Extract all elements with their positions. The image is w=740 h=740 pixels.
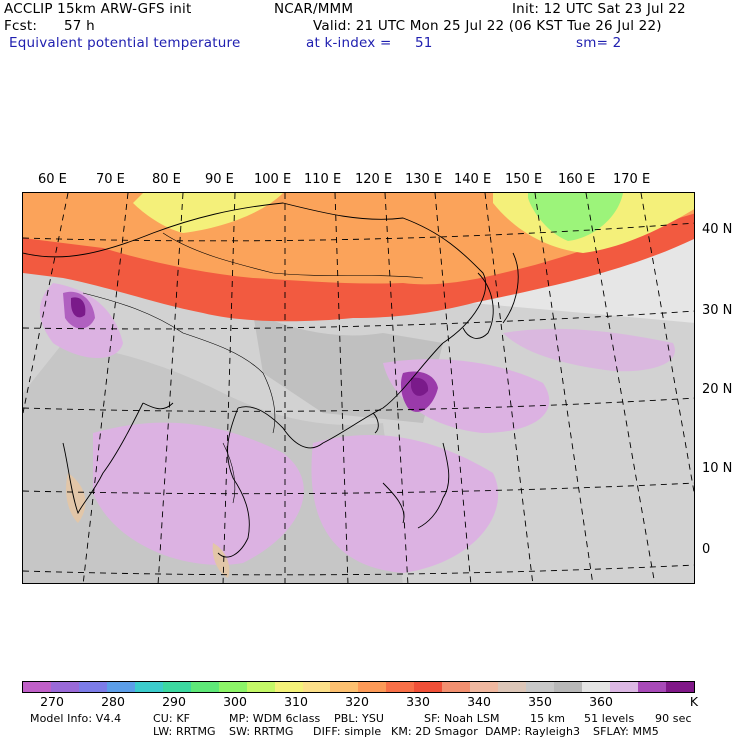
colorbar-swatch xyxy=(470,682,499,692)
colorbar-swatch xyxy=(23,682,51,692)
eddy-coefficient: KM: 2D Smagor xyxy=(391,725,478,738)
lat-label: 0 xyxy=(702,542,711,557)
colorbar-swatch xyxy=(582,682,611,692)
colorbar-swatch xyxy=(246,682,275,692)
warm-patch-green xyxy=(528,193,623,241)
colorbar-swatch xyxy=(274,682,303,692)
damping-scheme: DAMP: Rayleigh3 xyxy=(485,725,581,738)
colorbar-swatch xyxy=(442,682,471,692)
colorbar-swatch xyxy=(190,682,219,692)
center-label: NCAR/MMM xyxy=(274,1,354,17)
lon-label: 170 E xyxy=(613,172,651,187)
coastlines xyxy=(23,202,519,558)
colorbar-swatch xyxy=(162,682,191,692)
valid-time: Valid: 21 UTC Mon 25 Jul 22 (06 KST Tue … xyxy=(313,18,662,34)
lat-label: 10 N xyxy=(702,461,733,476)
country-borders xyxy=(82,232,424,504)
field-name: Equivalent potential temperature xyxy=(9,35,241,51)
vertical-levels: 51 levels xyxy=(584,712,635,725)
model-title: ACCLIP 15km ARW-GFS init xyxy=(4,1,192,17)
colorbar-swatch xyxy=(134,682,163,692)
moist-max-dark xyxy=(71,297,86,318)
colorbar-swatch xyxy=(330,682,359,692)
surface-scheme: SF: Noah LSM xyxy=(424,712,500,725)
colorbar-swatch xyxy=(78,682,107,692)
lon-label: 110 E xyxy=(304,172,342,187)
model-info: Model Info: V4.4 xyxy=(30,712,122,725)
colorbar-swatch xyxy=(526,682,555,692)
lon-label: 90 E xyxy=(205,172,234,187)
cumulus-scheme: CU: KF xyxy=(153,712,191,725)
colorbar-swatch xyxy=(218,682,247,692)
map-panel xyxy=(22,192,695,584)
colorbar-unit: K xyxy=(689,694,699,709)
colorbar-swatch xyxy=(610,682,638,692)
lat-label: 40 N xyxy=(702,222,733,237)
colorbar-tick-label: 270 xyxy=(40,694,64,709)
colorbar-tick-label: 340 xyxy=(467,694,491,709)
lon-label: 100 E xyxy=(254,172,292,187)
colorbar-tick-label: 350 xyxy=(528,694,552,709)
lon-label: 80 E xyxy=(152,172,181,187)
lon-label: 130 E xyxy=(405,172,443,187)
colorbar-swatch xyxy=(498,682,527,692)
moist-max-dark xyxy=(411,377,429,396)
moist-zone-purple xyxy=(503,328,675,372)
grid-spacing: 15 km xyxy=(530,712,566,725)
graticule xyxy=(23,193,694,583)
colorbar-swatch xyxy=(106,682,135,692)
lon-label: 120 E xyxy=(355,172,393,187)
colorbar-swatch xyxy=(358,682,387,692)
lon-label: 150 E xyxy=(505,172,543,187)
surface-layer-scheme: SFLAY: MM5 xyxy=(593,725,659,738)
forecast-hours: 57 h xyxy=(64,18,95,34)
colorbar-swatch xyxy=(50,682,79,692)
colorbar-tick-label: 310 xyxy=(284,694,308,709)
colorbar-swatch xyxy=(637,682,666,692)
colorbar-tick-label: 280 xyxy=(101,694,125,709)
colorbar-swatch xyxy=(302,682,331,692)
microphysics-scheme: MP: WDM 6class xyxy=(229,712,321,725)
colorbar-tick-label: 300 xyxy=(223,694,247,709)
map-canvas xyxy=(23,193,694,583)
level-value: 51 xyxy=(415,35,433,51)
smoothing-label: sm= 2 xyxy=(576,35,622,51)
warm-patch-yellow xyxy=(133,193,283,233)
colorbar-tick-label: 330 xyxy=(406,694,430,709)
init-time: Init: 12 UTC Sat 23 Jul 22 xyxy=(512,1,686,17)
colorbar-swatch xyxy=(386,682,415,692)
colorbar xyxy=(22,681,695,693)
level-label: at k-index = xyxy=(306,35,392,51)
lon-label: 70 E xyxy=(96,172,125,187)
pbl-scheme: PBL: YSU xyxy=(334,712,385,725)
diffusion-scheme: DIFF: simple xyxy=(313,725,382,738)
lat-label: 30 N xyxy=(702,303,733,318)
land-patch-tan xyxy=(212,543,230,578)
colorbar-tick-label: 290 xyxy=(162,694,186,709)
time-step: 90 sec xyxy=(655,712,692,725)
colorbar-swatch xyxy=(554,682,583,692)
lat-label: 20 N xyxy=(702,382,733,397)
lon-label: 160 E xyxy=(558,172,596,187)
longwave-scheme: LW: RRTMG xyxy=(153,725,216,738)
lon-label: 60 E xyxy=(38,172,67,187)
colorbar-swatch xyxy=(414,682,443,692)
lon-label: 140 E xyxy=(454,172,492,187)
colorbar-tick-label: 360 xyxy=(589,694,613,709)
colorbar-swatch xyxy=(665,682,694,692)
shortwave-scheme: SW: RRTMG xyxy=(229,725,294,738)
moist-zone-purple xyxy=(93,422,304,565)
gray-land-patch xyxy=(253,313,443,423)
forecast-label: Fcst: xyxy=(4,18,38,34)
colorbar-tick-label: 320 xyxy=(345,694,369,709)
moist-zone-purple xyxy=(311,434,499,573)
